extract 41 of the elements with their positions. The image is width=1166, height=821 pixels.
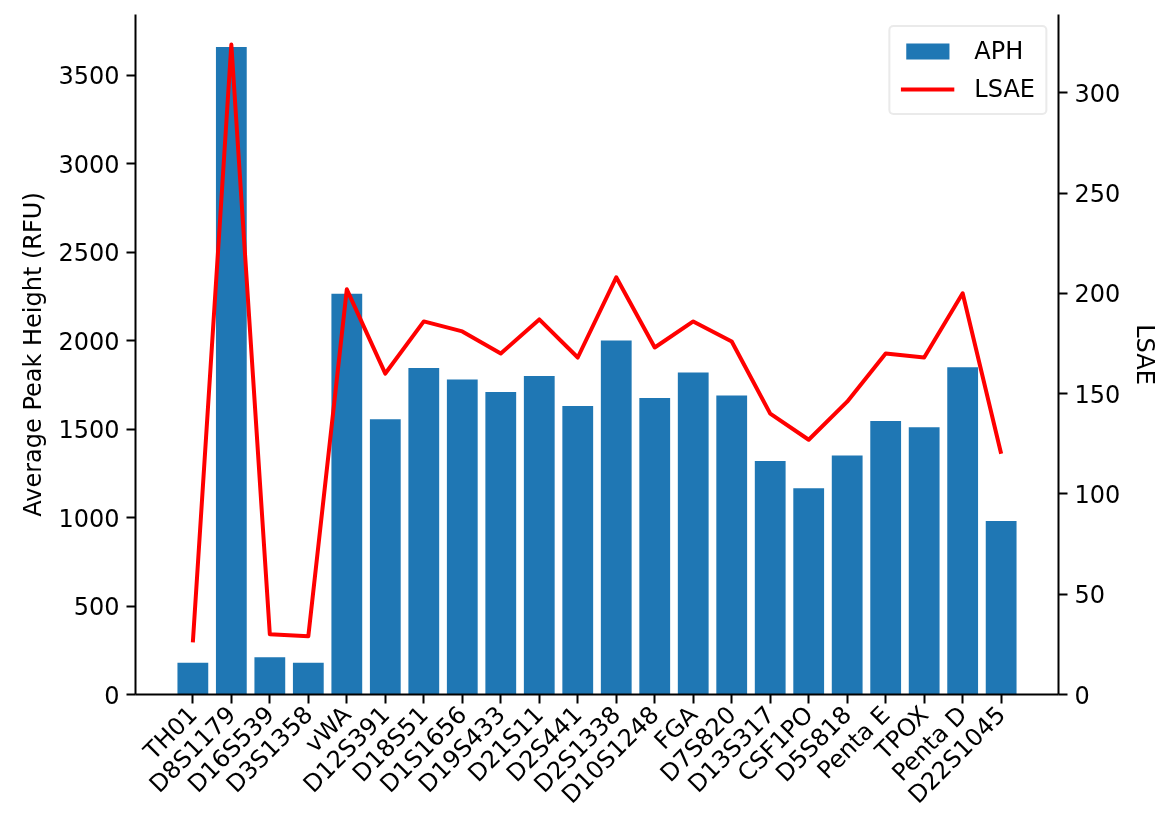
- legend-label: APH: [974, 37, 1024, 65]
- bar: [831, 455, 863, 695]
- y-tick-label: 2500: [58, 239, 120, 268]
- bar: [716, 395, 748, 695]
- bar: [985, 521, 1017, 695]
- bar: [793, 488, 825, 695]
- y2-tick-label: 200: [1074, 280, 1121, 309]
- y2-axis-title: LSAE: [1131, 324, 1160, 385]
- bar: [639, 398, 671, 695]
- y-tick-label: 1500: [58, 416, 120, 445]
- bar: [908, 427, 940, 695]
- bar: [600, 340, 632, 695]
- bar: [754, 460, 786, 695]
- y-tick-label: 3000: [58, 150, 120, 179]
- y2-tick-label: 0: [1074, 681, 1090, 710]
- bar: [254, 657, 286, 695]
- y2-tick-label: 50: [1074, 581, 1106, 610]
- bar: [331, 293, 363, 695]
- y-tick-label: 0: [104, 681, 120, 710]
- y-axis-title: Average Peak Height (RFU): [19, 192, 48, 517]
- y-tick-label: 500: [73, 593, 120, 622]
- y-tick-label: 2000: [58, 327, 120, 356]
- bar: [177, 662, 209, 695]
- bar: [947, 367, 979, 695]
- y2-tick-label: 250: [1074, 180, 1121, 209]
- bar: [485, 391, 517, 695]
- bar: [446, 379, 478, 695]
- y2-tick-label: 300: [1074, 79, 1121, 108]
- legend-label: LSAE: [974, 75, 1035, 103]
- bar: [562, 406, 594, 695]
- bar: [870, 421, 902, 695]
- bar: [523, 376, 555, 695]
- bar: [215, 46, 247, 695]
- y2-tick-label: 100: [1074, 480, 1121, 509]
- y-tick-label: 1000: [58, 504, 120, 533]
- bar: [677, 372, 709, 695]
- bar: [408, 368, 440, 695]
- y2-tick-label: 150: [1074, 380, 1121, 409]
- bar: [292, 662, 324, 695]
- bar: [369, 419, 401, 695]
- y-tick-label: 3500: [58, 62, 120, 91]
